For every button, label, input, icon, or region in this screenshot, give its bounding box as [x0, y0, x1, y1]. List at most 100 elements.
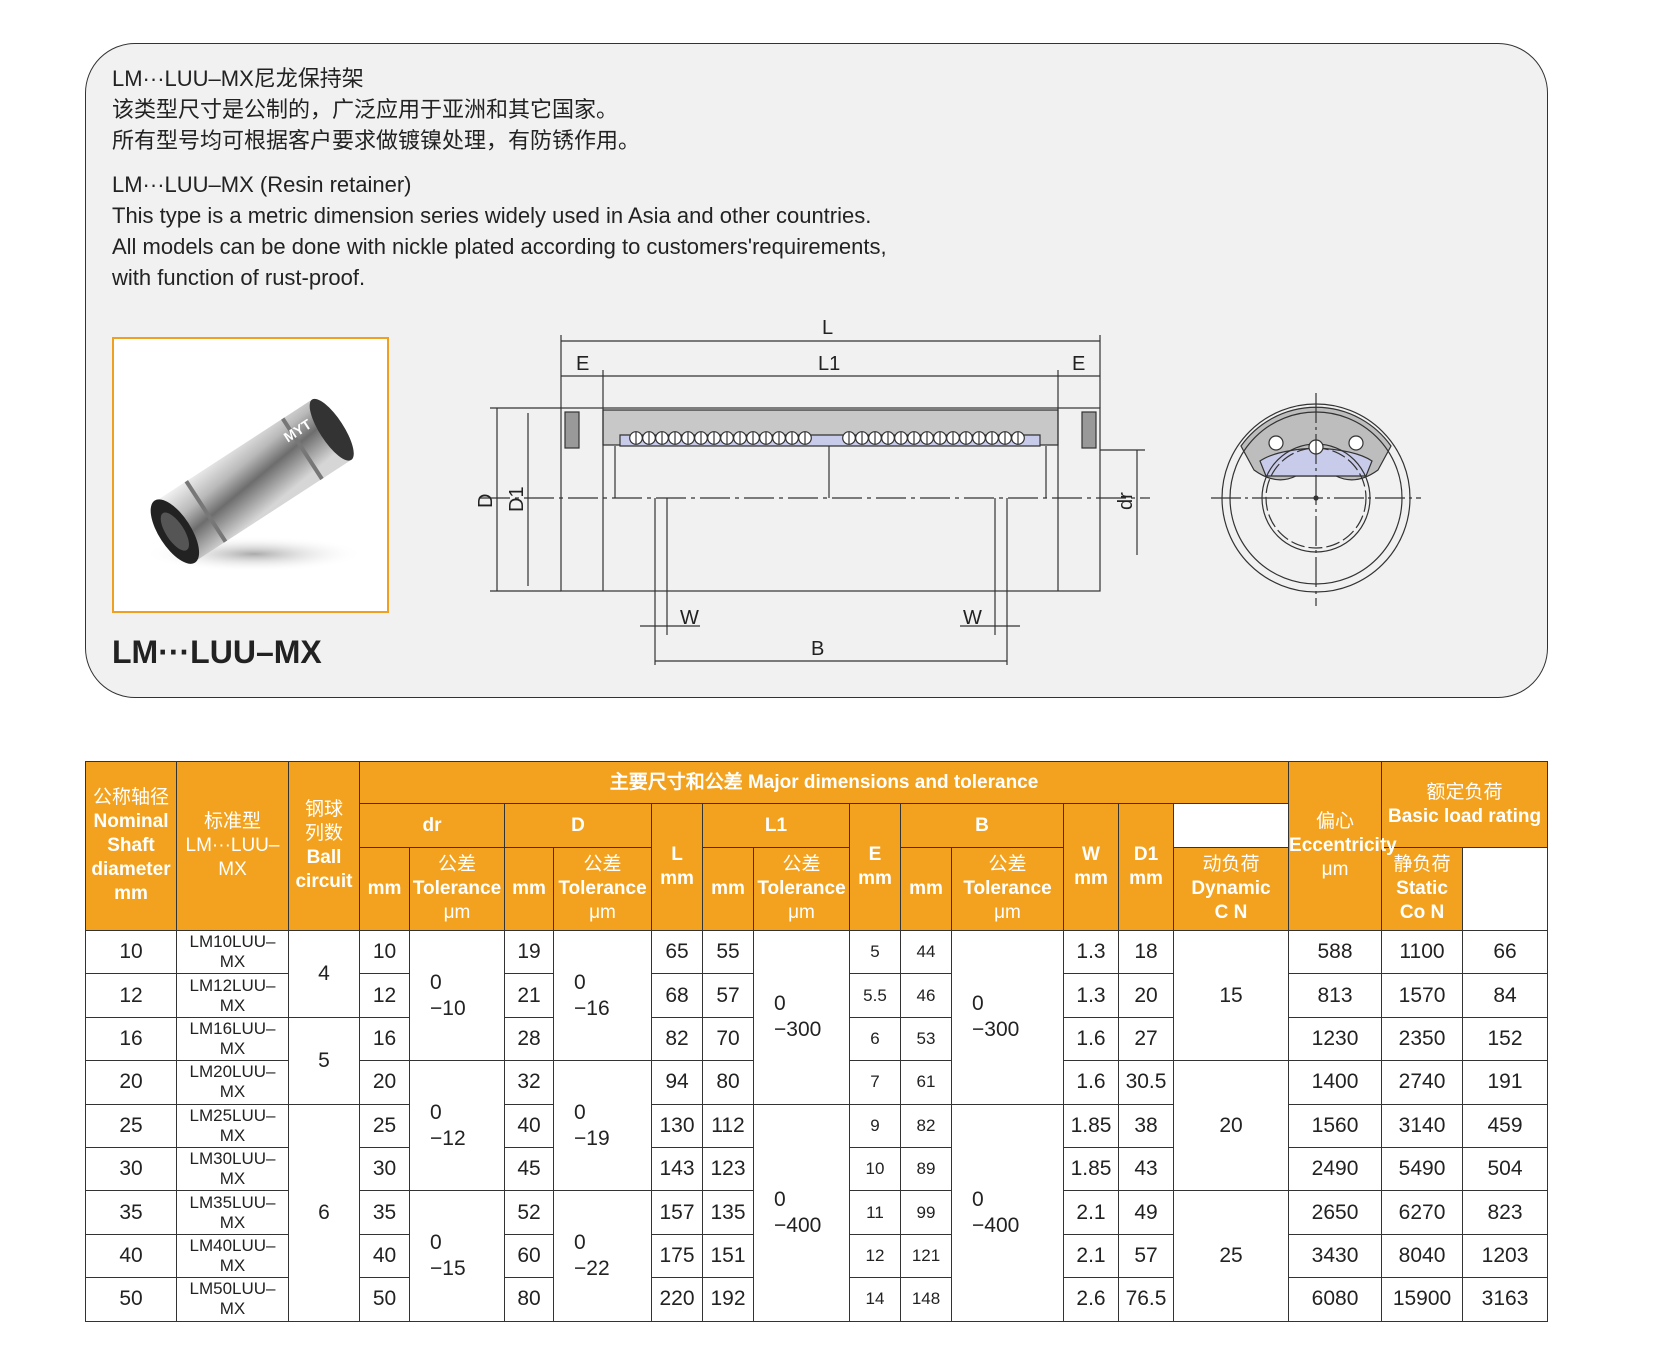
cell-L: 82	[651, 1016, 703, 1062]
cell-L1: 192	[702, 1277, 754, 1322]
table-row: 20 LM20LUU–MX 20 0 −12 32 0 −19 94 80 7 61 1.6 30.5 20…	[85, 1060, 1549, 1192]
cell-L: 94	[651, 1060, 703, 1105]
label-dr: dr	[1115, 492, 1137, 510]
header-mm: mm	[359, 847, 410, 931]
cell-E: 5	[849, 929, 901, 975]
cell-ball-circuit: 4	[288, 930, 360, 1018]
en-line: This type is a metric dimension series w…	[112, 203, 872, 228]
cell-static-load: 5490	[1381, 1146, 1464, 1192]
header-dr: dr	[359, 803, 505, 848]
cn-line: LM···LUU–MX尼龙保持架	[112, 66, 364, 91]
cell-shaft: 40	[85, 1233, 177, 1279]
cell-L1: 70	[702, 1016, 754, 1062]
header-load-rating: 额定负荷 Basic load rating	[1381, 761, 1549, 848]
cell-dynamic-load: 1400	[1288, 1060, 1383, 1105]
cell-D-tolerance: 0 −19	[553, 1060, 652, 1192]
linear-bearing-image: MYT	[144, 398, 364, 572]
cell-dynamic-load: 1230	[1288, 1016, 1383, 1062]
cell-W: 1.3	[1063, 973, 1119, 1018]
cell-D1: 27	[1118, 1016, 1174, 1062]
table-row: 40 LM40LUU–MX 40 60 175 151 12 121 2.1 57 3430 8040…	[85, 1233, 1549, 1279]
cell-shaft: 25	[85, 1103, 177, 1148]
cell-W: 2.1	[1063, 1233, 1119, 1279]
cell-W: 1.3	[1063, 929, 1119, 975]
cell-D: 32	[504, 1060, 554, 1105]
cell-static-load: 2350	[1381, 1016, 1464, 1062]
header-D: D	[504, 803, 652, 848]
table-row: 16 LM16LUU–MX 5 16 28 82 70 6 53 1.6 27 1230 2350 152	[85, 1016, 1549, 1105]
cell-B: 99	[900, 1190, 952, 1235]
cell-L: 143	[651, 1146, 703, 1192]
cell-W: 1.85	[1063, 1103, 1119, 1148]
label-L: L	[822, 317, 833, 339]
header-model: 标准型 LM···LUU–MX	[176, 761, 289, 931]
cell-E: 6	[849, 1016, 901, 1062]
cell-W: 1.6	[1063, 1060, 1119, 1105]
cell-W: 1.85	[1063, 1146, 1119, 1192]
cell-weight: 3163	[1462, 1277, 1549, 1322]
cell-E: 10	[849, 1146, 901, 1192]
technical-drawing: L L1 E E W W B D D1 dr	[475, 317, 1421, 665]
table-row: 10 LM10LUU–MX 4 10 0 −10 19 0 −16 65 55 0 −300 5 44 0 −3…	[85, 929, 1549, 1105]
cell-shaft: 35	[85, 1190, 177, 1235]
cell-L: 68	[651, 973, 703, 1018]
cell-L1-tolerance: 0 −400	[753, 1103, 850, 1322]
cell-D1: 43	[1118, 1146, 1174, 1192]
header-tolerance: 公差 Tolerance μm	[409, 847, 505, 931]
cell-D: 80	[504, 1277, 554, 1322]
cell-eccentricity: 25	[1172, 1190, 1290, 1322]
label-W: W	[680, 607, 699, 629]
cell-dynamic-load: 3430	[1288, 1233, 1383, 1279]
cell-shaft: 20	[85, 1060, 177, 1105]
cell-dr-tolerance: 0 −12	[409, 1060, 505, 1192]
cell-dynamic-load: 1560	[1288, 1103, 1383, 1148]
cell-D: 60	[504, 1233, 554, 1279]
cell-shaft: 30	[85, 1146, 177, 1192]
specification-table: 公称轴径 Nominal Shaft diameter mm 标准型 LM···LUU–M…	[85, 761, 1611, 1322]
cell-eccentricity: 15	[1172, 929, 1290, 1062]
header-major-dimensions: 主要尺寸和公差 Major dimensions and tolerance	[358, 761, 1290, 804]
cell-dr-tolerance: 0 −10	[409, 929, 505, 1062]
cell-model: LM25LUU–MX	[176, 1103, 289, 1148]
header-mm: mm	[702, 847, 754, 931]
cell-weight: 823	[1462, 1190, 1549, 1235]
cell-dynamic-load: 588	[1288, 929, 1383, 975]
cell-E: 11	[849, 1190, 901, 1235]
cell-D1: 76.5	[1118, 1277, 1174, 1322]
cell-shaft: 12	[85, 973, 177, 1018]
table-row: 50 LM50LUU–MX 50 80 220 192 14 148 2.6 76.5 6080 15…	[85, 1277, 1549, 1322]
cell-B-tolerance: 0 −300	[951, 930, 1064, 1105]
cell-L: 65	[651, 929, 703, 975]
cell-D: 21	[504, 973, 554, 1018]
cell-E: 5.5	[849, 973, 901, 1018]
cell-static-load: 2740	[1381, 1060, 1464, 1105]
cell-model: LM20LUU–MX	[176, 1060, 289, 1105]
cell-dr: 25	[359, 1103, 410, 1148]
cell-B: 61	[900, 1060, 952, 1105]
chinese-description: LM···LUU–MX尼龙保持架 该类型尺寸是公制的，广泛应用于亚洲和其它国家。…	[112, 63, 640, 156]
cell-B: 46	[900, 973, 952, 1018]
header-tolerance: 公差 Tolerance μm	[753, 847, 850, 931]
cell-L1: 135	[702, 1190, 754, 1235]
cell-dr: 10	[359, 929, 410, 975]
cell-static-load: 1570	[1381, 973, 1464, 1018]
cell-D: 45	[504, 1146, 554, 1192]
cell-dynamic-load: 813	[1288, 973, 1383, 1018]
cell-static-load: 15900	[1381, 1277, 1464, 1322]
ball-row	[629, 431, 1025, 445]
cell-D1: 20	[1118, 973, 1174, 1018]
label-D: D	[475, 494, 497, 508]
cell-B: 44	[900, 929, 952, 975]
cell-W: 2.6	[1063, 1277, 1119, 1322]
cell-D-tolerance: 0 −16	[553, 929, 652, 1062]
label-D1: D1	[506, 486, 528, 512]
cell-E: 9	[849, 1103, 901, 1148]
cell-L: 175	[651, 1233, 703, 1279]
cell-W: 2.1	[1063, 1190, 1119, 1235]
cell-dr-tolerance: 0 −15	[409, 1190, 505, 1322]
cell-B: 53	[900, 1016, 952, 1062]
cell-D: 52	[504, 1190, 554, 1235]
cell-dynamic-load: 2490	[1288, 1146, 1383, 1192]
